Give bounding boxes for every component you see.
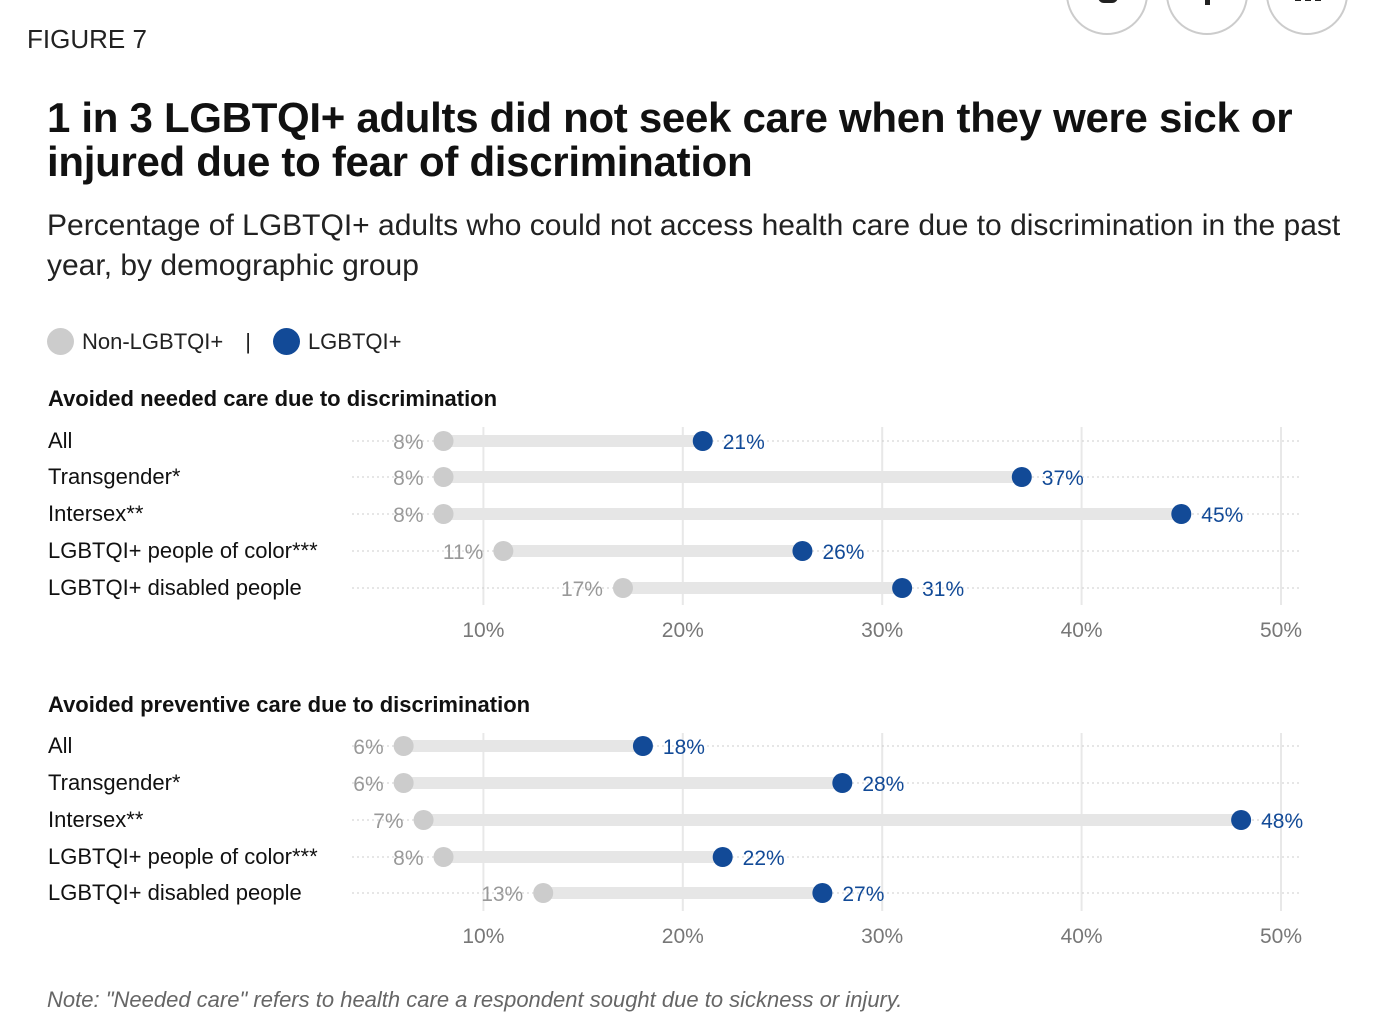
value-label-lgbtqi: 22% [743,847,785,870]
value-label-lgbtqi: 21% [723,431,765,454]
x-tick-label: 40% [1061,925,1103,948]
row-label: All [48,733,73,758]
chart-title: 1 in 3 LGBTQI+ adults did not seek care … [47,94,1293,185]
row-label: LGBTQI+ people of color*** [48,844,318,869]
value-label-non-lgbtqi: 13% [481,883,523,906]
value-label-non-lgbtqi: 7% [373,810,403,833]
value-label-non-lgbtqi: 8% [393,467,423,490]
legend-swatch-non-lgbtqi [47,328,74,355]
value-label-non-lgbtqi: 8% [393,847,423,870]
chart-note: Note: "Needed care" refers to health car… [47,987,903,1012]
dot-non-lgbtqi [413,810,434,830]
value-label-lgbtqi: 27% [842,883,884,906]
legend-swatch-lgbtqi [272,328,300,355]
x-tick-label: 50% [1260,619,1302,642]
dot-lgbtqi [692,431,713,451]
legend-label-lgbtqi: LGBTQI+ [307,328,402,354]
dot-non-lgbtqi [433,504,454,524]
dot-lgbtqi [1231,810,1252,830]
dot-non-lgbtqi [433,467,454,487]
value-label-lgbtqi: 28% [862,773,904,796]
row-label: LGBTQI+ disabled people [48,880,302,905]
row-label: Transgender* [48,770,181,795]
value-label-non-lgbtqi: 8% [393,504,423,527]
value-label-lgbtqi: 45% [1201,504,1243,527]
row-label: LGBTQI+ people of color*** [48,538,318,563]
dot-lgbtqi [632,736,653,756]
value-label-non-lgbtqi: 8% [393,431,423,454]
x-tick-label: 10% [462,925,504,948]
row-label: Intersex** [48,501,144,526]
value-label-lgbtqi: 31% [922,578,964,601]
x-tick-label: 30% [861,619,903,642]
legend-separator: | [245,328,251,354]
x-tick-label: 40% [1061,619,1103,642]
dot-lgbtqi [1011,467,1032,487]
twitter-icon [1098,0,1118,3]
figure-label: FIGURE 7 [27,24,147,54]
x-tick-label: 20% [662,925,704,948]
dot-lgbtqi [792,541,813,561]
value-label-lgbtqi: 37% [1042,467,1084,490]
x-tick-label: 20% [662,619,704,642]
dot-non-lgbtqi [433,847,454,867]
dot-non-lgbtqi [393,736,414,756]
value-label-non-lgbtqi: 6% [353,773,383,796]
dot-lgbtqi [892,578,913,598]
linkedin-icon [1295,0,1321,1]
dot-non-lgbtqi [433,431,454,451]
chart-subtitle: Percentage of LGBTQI+ adults who could n… [47,209,1341,282]
value-label-lgbtqi: 48% [1261,810,1303,833]
value-label-non-lgbtqi: 11% [443,541,483,564]
value-label-non-lgbtqi: 6% [353,736,383,759]
dot-lgbtqi [812,883,833,903]
x-tick-label: 50% [1260,925,1302,948]
facebook-icon [1205,0,1210,5]
row-label: All [48,428,73,453]
dot-lgbtqi [1171,504,1192,524]
panel-title: Avoided needed care due to discriminatio… [48,386,498,411]
row-label: Transgender* [48,464,181,489]
row-label: LGBTQI+ disabled people [48,575,302,600]
row-label: Intersex** [48,807,144,832]
panel-title: Avoided preventive care due to discrimin… [48,692,531,717]
legend-label-non-lgbtqi: Non-LGBTQI+ [82,328,224,354]
value-label-lgbtqi: 18% [663,736,705,759]
value-label-lgbtqi: 26% [822,541,864,564]
dot-non-lgbtqi [493,541,514,561]
x-tick-label: 10% [462,619,504,642]
x-tick-label: 30% [861,925,903,948]
dot-lgbtqi [832,773,853,793]
dot-lgbtqi [712,847,733,867]
dot-non-lgbtqi [612,578,633,598]
dot-non-lgbtqi [393,773,414,793]
legend: Non-LGBTQI+ | LGBTQI+ [47,328,401,355]
value-label-non-lgbtqi: 17% [561,578,603,601]
dot-non-lgbtqi [533,883,554,903]
